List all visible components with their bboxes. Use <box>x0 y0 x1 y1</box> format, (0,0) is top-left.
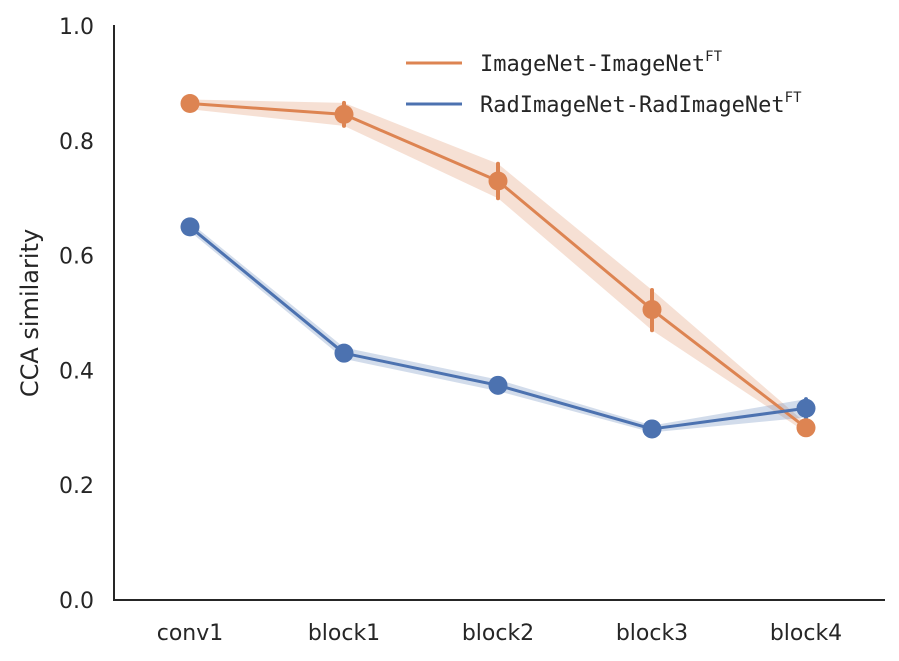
series-line-radimagenet <box>189 225 807 431</box>
x-tick-label: block1 <box>308 621 380 646</box>
point-radimagenet <box>488 375 508 395</box>
point-radimagenet <box>180 217 200 237</box>
y-axis-title: CCA similarity <box>16 229 44 397</box>
point-imagenet <box>796 418 816 438</box>
legend-label-imagenet-main: ImageNet-ImageNet <box>480 52 705 77</box>
x-axis-ticks: conv1 block1 block2 block3 block4 <box>157 621 842 646</box>
band-radimagenet <box>190 222 806 433</box>
y-tick-label: 0.0 <box>59 589 94 614</box>
legend-label-radimagenet: RadImageNet-RadImageNetFT <box>480 90 802 118</box>
point-imagenet <box>642 300 662 320</box>
x-tick-label: block2 <box>462 621 534 646</box>
legend-label-imagenet: ImageNet-ImageNetFT <box>480 49 723 77</box>
point-imagenet <box>488 171 508 191</box>
series-points <box>180 93 816 439</box>
y-axis-ticks: 0.0 0.2 0.4 0.6 0.8 1.0 <box>59 15 94 614</box>
y-tick-label: 0.2 <box>59 474 94 499</box>
point-imagenet <box>334 104 354 124</box>
point-imagenet <box>180 93 200 113</box>
x-tick-label: conv1 <box>157 621 224 646</box>
point-radimagenet <box>334 343 354 363</box>
legend: ImageNet-ImageNetFT RadImageNet-RadImage… <box>406 49 802 118</box>
legend-label-radimagenet-sup: FT <box>785 90 802 106</box>
point-radimagenet <box>642 419 662 439</box>
y-tick-label: 0.6 <box>59 245 94 270</box>
y-tick-label: 1.0 <box>59 15 94 40</box>
legend-label-imagenet-sup: FT <box>705 49 722 65</box>
y-tick-label: 0.4 <box>59 359 94 384</box>
x-tick-label: block4 <box>770 621 842 646</box>
x-tick-label: block3 <box>616 621 688 646</box>
legend-label-radimagenet-main: RadImageNet-RadImageNet <box>480 93 785 118</box>
point-radimagenet <box>796 398 816 418</box>
y-tick-label: 0.8 <box>59 130 94 155</box>
